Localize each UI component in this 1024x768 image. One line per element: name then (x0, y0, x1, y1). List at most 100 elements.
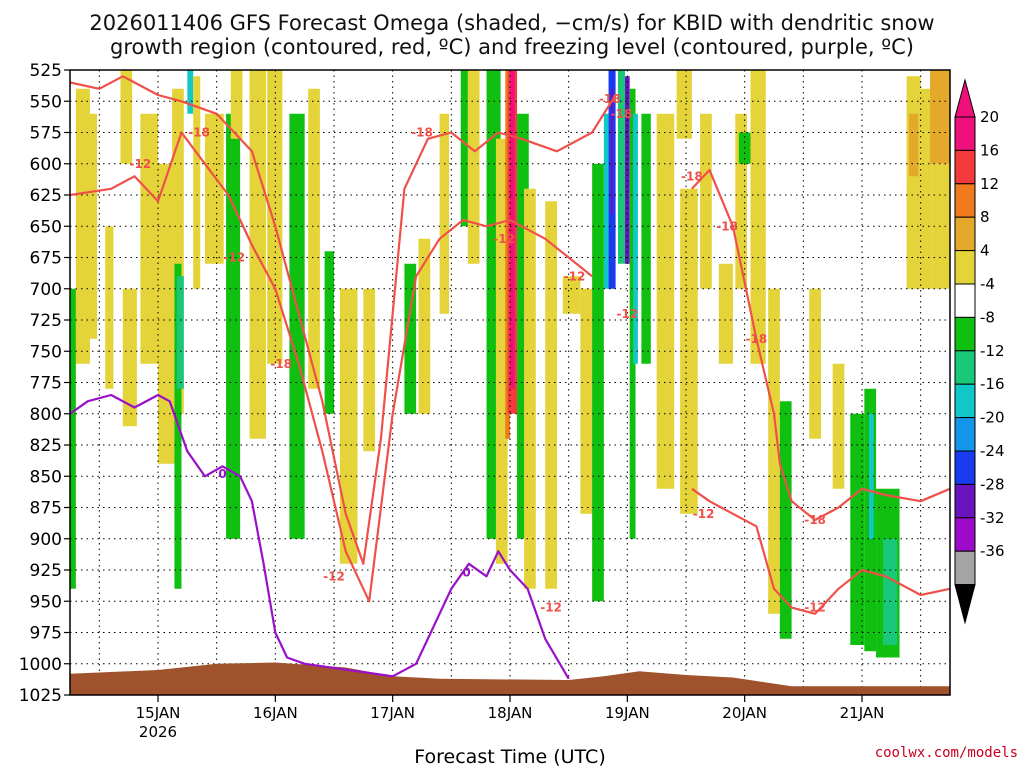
y-tick-label: 975 (30, 624, 62, 644)
omega-shade-cell (735, 113, 748, 289)
colorbar-swatch (954, 483, 976, 519)
colorbar-label: -20 (980, 409, 1005, 427)
contour-label-purple: 0 (462, 566, 470, 580)
y-tick-label: 575 (30, 124, 62, 144)
y-tick-label: 850 (30, 467, 62, 487)
omega-shade-cell (510, 70, 515, 389)
freezing-level-contour (70, 393, 570, 680)
contour-label-red: -12 (323, 569, 345, 583)
colorbar-label: -36 (980, 542, 1005, 560)
omega-shade-cell (562, 276, 581, 314)
contour-label-red: -18 (411, 126, 433, 140)
chart-title-line2: growth region (contoured, red, ºC) and f… (110, 35, 914, 59)
omega-shade-cell (460, 70, 471, 227)
y-tick-label: 775 (30, 374, 62, 394)
x-tick-label: 16JAN (253, 704, 298, 722)
x-tick-label: 17JAN (370, 704, 415, 722)
credit-link[interactable]: coolwx.com/models (875, 745, 1018, 761)
omega-shade-cell (656, 113, 675, 489)
omega-shade-cell (226, 113, 241, 539)
omega-shade-cell (629, 88, 636, 539)
omega-shade-cell (404, 263, 417, 414)
omega-shade-cell (718, 263, 733, 364)
omega-shade-cell (158, 163, 176, 464)
omega-shade-cell (140, 113, 158, 364)
omega-shade-cell (580, 288, 593, 514)
omega-shade-cell (187, 70, 194, 114)
omega-shade-cell (176, 276, 184, 389)
colorbar-label: -4 (980, 275, 995, 293)
terrain-fill (70, 662, 950, 695)
x-tick-label: 19JAN (605, 704, 650, 722)
omega-shade-cell (641, 113, 651, 364)
omega-shade-cell (105, 226, 114, 389)
contour-label-red: -18 (611, 107, 633, 121)
contour-label-red: -12 (804, 601, 826, 615)
x-tick-label: 18JAN (488, 704, 533, 722)
colorbar-swatch (954, 149, 976, 185)
y-tick-label: 525 (30, 61, 62, 81)
contour-label-red: -12 (223, 251, 245, 265)
colorbar-label: 20 (980, 108, 999, 126)
y-tick-label: 1025 (19, 686, 62, 706)
dendritic-growth-contour (691, 168, 950, 522)
omega-shade-cell (120, 70, 133, 164)
chart-title-line1: 2026011406 GFS Forecast Omega (shaded, −… (89, 11, 934, 35)
y-tick-label: 925 (30, 561, 62, 581)
colorbar-swatch (954, 417, 976, 452)
omega-shade-cell (363, 288, 376, 452)
y-tick-label: 800 (30, 405, 62, 425)
colorbar-swatch (954, 116, 976, 151)
colorbar-swatch (954, 383, 976, 419)
omega-shade-cell (603, 113, 609, 289)
contour-labels: -12-18-12-18-18-12-12-18-12-18-18-18-12-… (130, 92, 826, 615)
y-tick-label: 950 (30, 592, 62, 612)
y-tick-label: 1000 (19, 655, 62, 675)
omega-shade-cell (809, 288, 821, 439)
contour-label-red: -12 (616, 307, 638, 321)
y-tick-label: 600 (30, 155, 62, 175)
omega-shade-cell (768, 288, 780, 614)
omega-shade-cell (230, 70, 243, 139)
contour-label-red: -12 (564, 269, 586, 283)
y-tick-label: 900 (30, 530, 62, 550)
omega-shade-cell (676, 70, 692, 139)
x-tick-label: 20JAN (722, 704, 767, 722)
omega-shade-cell (920, 88, 933, 289)
terrain-surface (70, 662, 950, 695)
colorbar-label: -24 (980, 442, 1005, 460)
omega-shade-cell (418, 238, 431, 414)
omega-shade-cell (122, 288, 137, 427)
omega-shade-cell (172, 88, 184, 414)
omega-shade-cell (267, 70, 283, 364)
omega-shade-cell (906, 76, 921, 289)
colorbar-label: -16 (980, 375, 1005, 393)
colorbar-swatch (954, 450, 976, 485)
contour-label-red: -18 (188, 126, 210, 140)
x-axis-label: Forecast Time (UTC) (414, 746, 605, 768)
y-tick-label: 550 (30, 92, 62, 112)
dendritic-growth-contour (691, 487, 950, 615)
contour-label-red: -18 (804, 513, 826, 527)
pressure-axis: 525 550 575 600 625 650 675 700 725 750 775 800 825 8… (19, 61, 70, 706)
omega-shade-cell (524, 188, 536, 589)
colorbar-swatch (954, 183, 976, 218)
omega-shade-cell (610, 88, 614, 214)
omega-shade-cell (908, 113, 919, 177)
omega-shade-cell (495, 138, 508, 564)
omega-shade-cell (750, 70, 766, 364)
colorbar-label: 8 (980, 208, 990, 226)
colorbar-label: 16 (980, 141, 999, 159)
colorbar-swatch (954, 283, 976, 318)
colorbar-label: -32 (980, 509, 1005, 527)
colorbar-top-arrow (954, 78, 976, 118)
omega-shade-cell (680, 188, 698, 514)
colorbar-label: -12 (980, 342, 1005, 360)
contour-label-red: -12 (493, 232, 515, 246)
omega-shade-cell (517, 113, 529, 539)
omega-shade-cell (467, 70, 480, 264)
contour-label-red: -18 (681, 169, 703, 183)
y-tick-label: 700 (30, 280, 62, 300)
colorbar-swatch (954, 350, 976, 385)
colorbar-swatch (954, 216, 976, 252)
